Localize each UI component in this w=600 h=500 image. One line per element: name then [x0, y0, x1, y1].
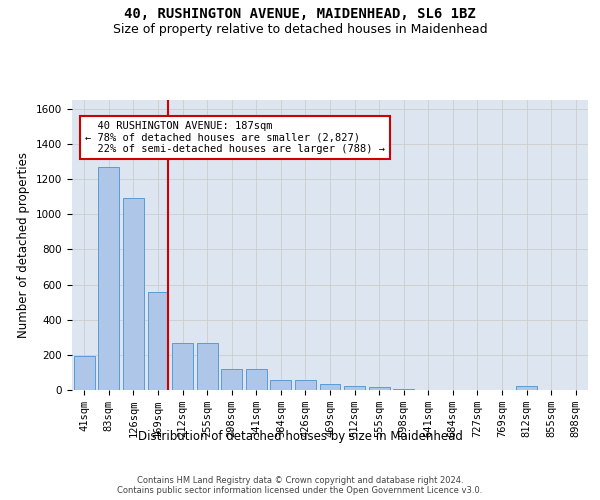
Bar	[320, 384, 340, 390]
Text: Distribution of detached houses by size in Maidenhead: Distribution of detached houses by size …	[137, 430, 463, 443]
Text: 40, RUSHINGTON AVENUE, MAIDENHEAD, SL6 1BZ: 40, RUSHINGTON AVENUE, MAIDENHEAD, SL6 1…	[124, 8, 476, 22]
Bar	[368, 387, 389, 390]
Text: 40 RUSHINGTON AVENUE: 187sqm
← 78% of detached houses are smaller (2,827)
  22% : 40 RUSHINGTON AVENUE: 187sqm ← 78% of de…	[85, 121, 385, 154]
Bar	[295, 380, 316, 390]
Bar	[271, 380, 292, 390]
Bar	[98, 167, 119, 390]
Bar	[344, 386, 365, 390]
Bar	[221, 369, 242, 390]
Bar	[172, 344, 193, 390]
Text: Size of property relative to detached houses in Maidenhead: Size of property relative to detached ho…	[113, 22, 487, 36]
Bar	[148, 292, 169, 390]
Text: Contains HM Land Registry data © Crown copyright and database right 2024.
Contai: Contains HM Land Registry data © Crown c…	[118, 476, 482, 495]
Bar	[246, 369, 267, 390]
Bar	[197, 344, 218, 390]
Bar	[74, 356, 95, 390]
Y-axis label: Number of detached properties: Number of detached properties	[17, 152, 31, 338]
Bar	[516, 386, 537, 390]
Bar	[123, 198, 144, 390]
Bar	[393, 389, 414, 390]
